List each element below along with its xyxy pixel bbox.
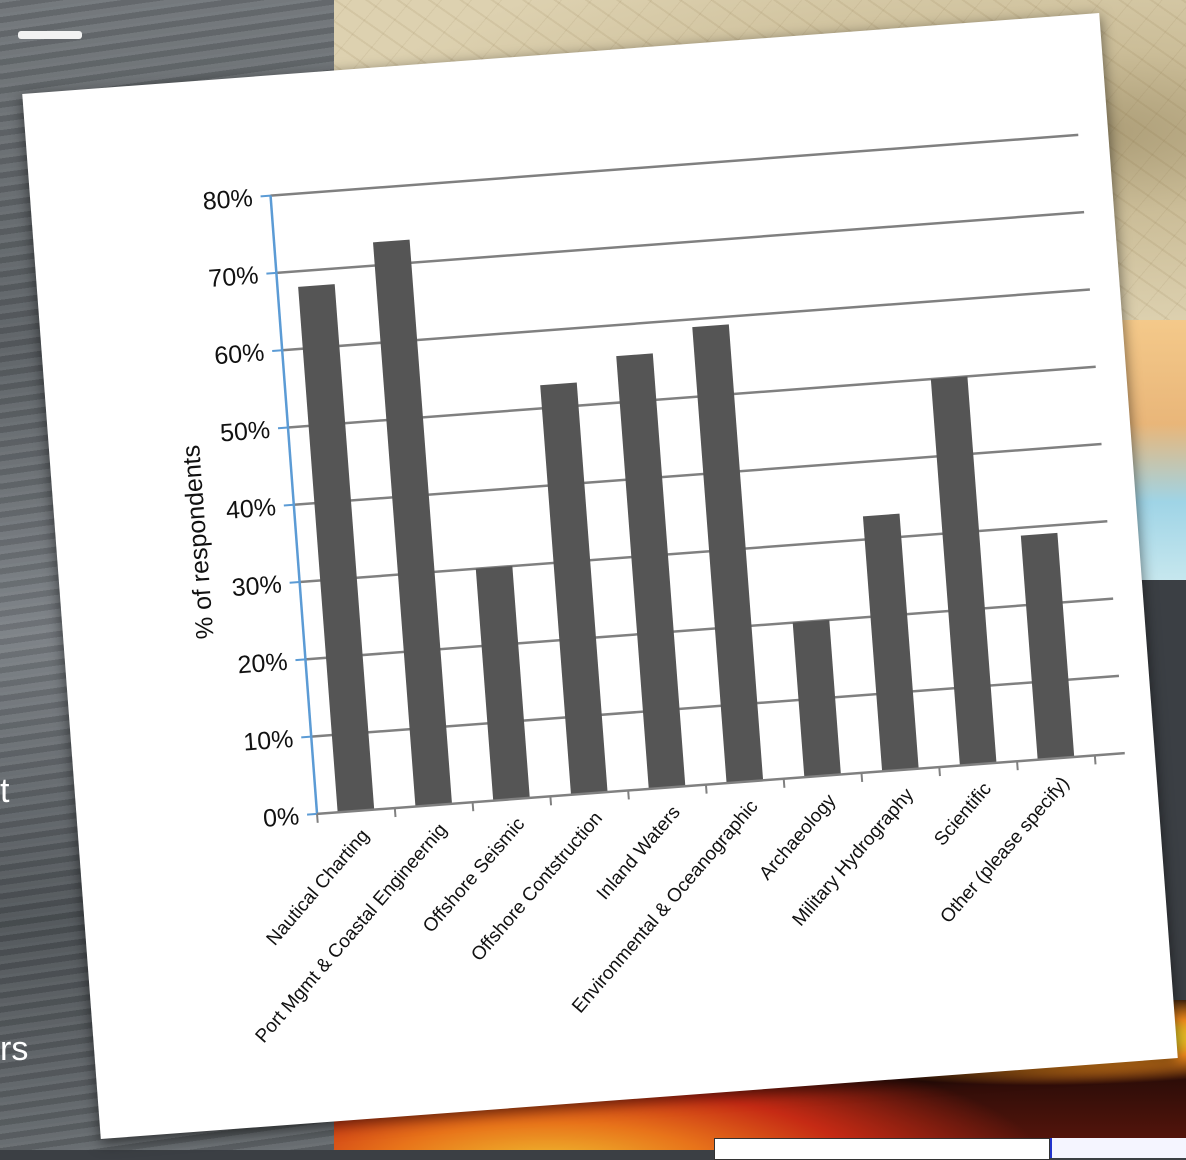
bar (616, 353, 686, 789)
x-tick-mark (860, 772, 864, 782)
bar (792, 619, 841, 778)
bar (298, 284, 375, 813)
x-tick-mark (704, 784, 708, 794)
y-tick-mark (260, 194, 271, 198)
y-tick-label: 40% (225, 493, 277, 525)
y-tick-label: 10% (242, 725, 294, 757)
category-label: Offshore Contstruction (467, 808, 607, 966)
bar (475, 566, 530, 801)
y-axis-label: % of respondents (177, 444, 220, 640)
menu-dash-icon[interactable] (18, 31, 82, 39)
y-tick-label: 70% (208, 261, 260, 293)
background-legend-box (1050, 1138, 1186, 1158)
bar (692, 324, 764, 784)
category-label: Military Hydrography (789, 784, 919, 930)
x-tick-mark (782, 778, 786, 788)
y-tick-mark (301, 735, 312, 739)
y-tick-mark (295, 658, 306, 662)
y-tick-mark (277, 426, 289, 430)
y-tick-label: 0% (262, 802, 300, 833)
partial-text-fragment: t (0, 772, 10, 810)
bars (298, 239, 1075, 813)
x-tick-mark (471, 802, 475, 812)
y-tick-mark (306, 812, 318, 816)
chart-card: 0% 10% 20% 30% 40% 50% 60% 70% 80% Nautical Char… (22, 12, 1178, 1140)
x-tick-mark (1016, 761, 1019, 771)
y-tick-label: 30% (231, 570, 283, 602)
bar (373, 239, 452, 807)
x-tick-mark (549, 796, 553, 806)
y-tick-label: 50% (219, 416, 271, 448)
y-tick-mark (283, 503, 294, 507)
grid-line (270, 133, 1079, 197)
y-axis-line (269, 195, 319, 814)
y-tick-label: 20% (237, 648, 289, 680)
bar (1020, 532, 1075, 760)
x-axis-line (316, 751, 1125, 816)
partial-text-fragment: rs (0, 1030, 29, 1068)
x-tick-mark (316, 813, 319, 823)
y-tick-mark (289, 581, 300, 584)
category-label: Scientific (930, 779, 996, 850)
bar (540, 382, 608, 795)
y-tick-labels: 0% 10% 20% 30% 40% 50% 60% 70% 80% (202, 184, 300, 833)
x-tick-mark (1093, 755, 1097, 765)
x-tick-mark (393, 807, 397, 818)
category-label: Other (please specify) (937, 773, 1074, 928)
y-tick-label: 60% (213, 339, 265, 371)
bar (930, 376, 997, 766)
axes (260, 194, 1125, 823)
bar (862, 513, 919, 772)
x-tick-mark (938, 767, 941, 777)
y-tick-label: 80% (202, 184, 254, 216)
bar-chart: 0% 10% 20% 30% 40% 50% 60% 70% 80% Nautical Char… (177, 133, 1125, 1047)
x-tick-mark (627, 790, 630, 800)
y-tick-mark (266, 271, 277, 275)
y-tick-mark (272, 349, 283, 352)
background-legend-box (714, 1138, 1050, 1160)
